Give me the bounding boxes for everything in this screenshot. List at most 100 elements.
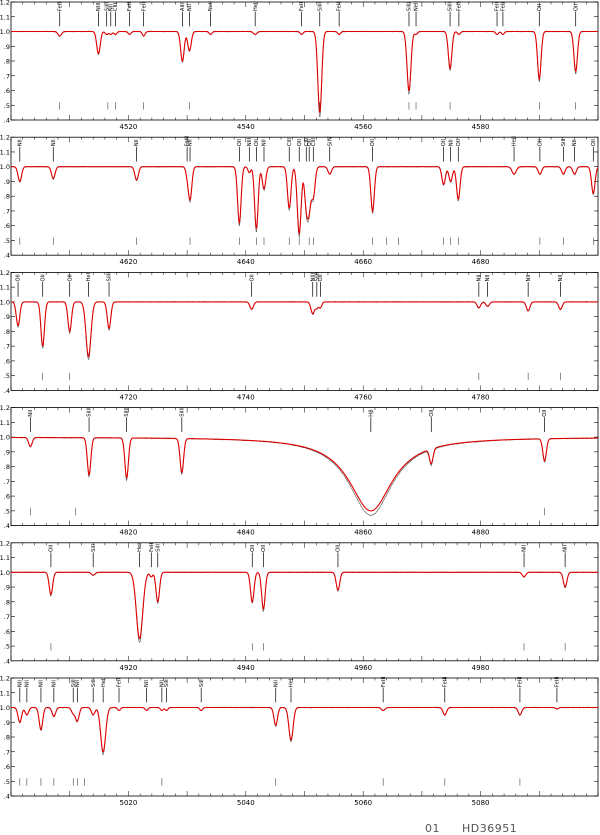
panel-frame xyxy=(10,271,599,391)
y-tick-label: .4 xyxy=(4,793,10,801)
line-id-label: FeII xyxy=(501,2,507,11)
observed-spectrum xyxy=(10,165,599,238)
y-tick-label: 1.1 xyxy=(0,419,10,427)
model-spectrum xyxy=(11,166,599,235)
line-id-label: OII xyxy=(537,3,543,11)
line-id-label: OII xyxy=(537,139,543,147)
x-tick-label: 5020 xyxy=(119,799,137,807)
line-id-label: SiIII xyxy=(407,1,413,11)
y-tick-label: .7 xyxy=(4,343,10,351)
model-spectrum xyxy=(11,706,598,753)
model-spectrum xyxy=(10,301,598,358)
line-id-label: NII xyxy=(134,139,140,146)
x-tick-label: 4560 xyxy=(354,123,372,131)
y-tick-label: .5 xyxy=(4,372,10,380)
line-id-label: NII xyxy=(522,544,528,551)
x-tick-label: 4680 xyxy=(472,258,490,266)
line-id-label: AlIII xyxy=(180,1,186,11)
x-tick-label: 5060 xyxy=(354,799,372,807)
y-tick-label: 1.0 xyxy=(0,298,10,306)
x-tick-label: 4540 xyxy=(237,123,255,131)
y-tick-label: .4 xyxy=(4,252,10,260)
y-tick-label: 1.0 xyxy=(0,434,10,442)
line-id-label: SiIII xyxy=(317,1,323,11)
line-id-label: OII xyxy=(250,544,256,552)
y-tick-label: .9 xyxy=(4,584,10,592)
x-tick-label: 5040 xyxy=(237,799,255,807)
model-spectrum xyxy=(11,30,598,113)
star-name: HD36951 xyxy=(462,822,518,835)
y-tick-label: .9 xyxy=(4,719,10,727)
y-tick-label: .6 xyxy=(4,628,10,636)
line-id-label: NeII xyxy=(414,0,420,11)
y-tick-label: .8 xyxy=(4,328,10,336)
line-id-label: OII xyxy=(249,274,255,282)
x-tick-label: 4760 xyxy=(354,393,372,401)
line-id-label: CIII xyxy=(311,138,317,147)
line-id-label: NII xyxy=(448,139,454,146)
line-id-label: OII xyxy=(542,409,548,417)
line-id-label: NII xyxy=(273,680,279,687)
line-id-label: FeII xyxy=(299,2,305,11)
y-tick-label: .8 xyxy=(4,193,10,201)
x-tick-label: 4840 xyxy=(237,529,255,537)
y-tick-label: .9 xyxy=(4,448,10,456)
line-id-label: OII xyxy=(336,544,342,552)
line-id-label: Hβ xyxy=(368,409,374,416)
line-id-label: OII xyxy=(573,3,579,11)
x-tick-label: 4880 xyxy=(472,529,490,537)
line-id-label: FeIII xyxy=(555,676,561,687)
panel-frame xyxy=(10,677,599,797)
line-id-label: HeI xyxy=(289,678,295,687)
line-id-label: NeII xyxy=(208,0,214,11)
x-tick-label: 4920 xyxy=(119,664,137,672)
line-id-label: OII xyxy=(16,274,22,282)
line-id-label: OII xyxy=(370,139,376,147)
x-tick-label: 4860 xyxy=(354,529,372,537)
y-tick-label: .4 xyxy=(4,117,10,125)
x-tick-label: 4620 xyxy=(119,258,137,266)
line-id-label: OII xyxy=(318,274,324,282)
line-id-label: FeII xyxy=(337,2,343,11)
y-tick-label: .4 xyxy=(4,522,10,530)
x-tick-label: 4960 xyxy=(354,664,372,672)
y-tick-label: 1.2 xyxy=(0,134,10,142)
y-tick-label: .6 xyxy=(4,357,10,365)
line-id-label: NII xyxy=(108,4,114,11)
observed-spectrum xyxy=(10,706,599,756)
x-tick-label: 4640 xyxy=(237,258,255,266)
model-spectrum xyxy=(11,436,599,512)
line-id-label: SiII xyxy=(91,679,97,687)
y-tick-label: .8 xyxy=(4,734,10,742)
line-id-label: OII xyxy=(297,139,303,147)
spectrum-panel-1: .4 .5 .6 .7 .8 .9 1.0 1.1 1.2 4520 4540 4560 4580 FeI… xyxy=(0,0,599,131)
line-id-label: SiIII xyxy=(314,272,320,282)
line-id-label: NII xyxy=(24,680,30,687)
y-tick-label: .7 xyxy=(4,478,10,486)
line-id-label: SiIII xyxy=(87,407,93,417)
line-id-label: NII xyxy=(51,680,57,687)
line-id-label: HeI xyxy=(101,678,107,687)
line-id-label: SiIII xyxy=(107,272,113,282)
y-tick-label: 1.0 xyxy=(0,28,10,36)
y-tick-label: .8 xyxy=(4,58,10,66)
observed-spectrum xyxy=(10,30,599,118)
line-id-label: FeII xyxy=(127,2,133,11)
y-tick-label: 1.2 xyxy=(0,0,10,7)
y-tick-label: .7 xyxy=(4,207,10,215)
line-id-label: FeII xyxy=(117,678,123,687)
line-id-label: SiII xyxy=(199,679,205,687)
x-tick-label: 4940 xyxy=(237,664,255,672)
spectrum-panel-4: .4 .5 .6 .7 .8 .9 1.0 1.1 1.2 4820 4840 4860 4880 NII… xyxy=(0,404,599,537)
line-id-label: NII xyxy=(188,139,194,146)
line-id-label: SiII xyxy=(561,138,567,146)
line-id-label: OII xyxy=(441,139,447,147)
line-id-label: NII xyxy=(187,4,193,11)
line-id-label: OII xyxy=(254,139,260,147)
x-tick-label: 4660 xyxy=(354,258,372,266)
line-id-label: NIII xyxy=(96,2,102,11)
observed-spectrum xyxy=(10,300,599,361)
line-id-label: NII xyxy=(39,680,45,687)
y-tick-label: .7 xyxy=(4,613,10,621)
